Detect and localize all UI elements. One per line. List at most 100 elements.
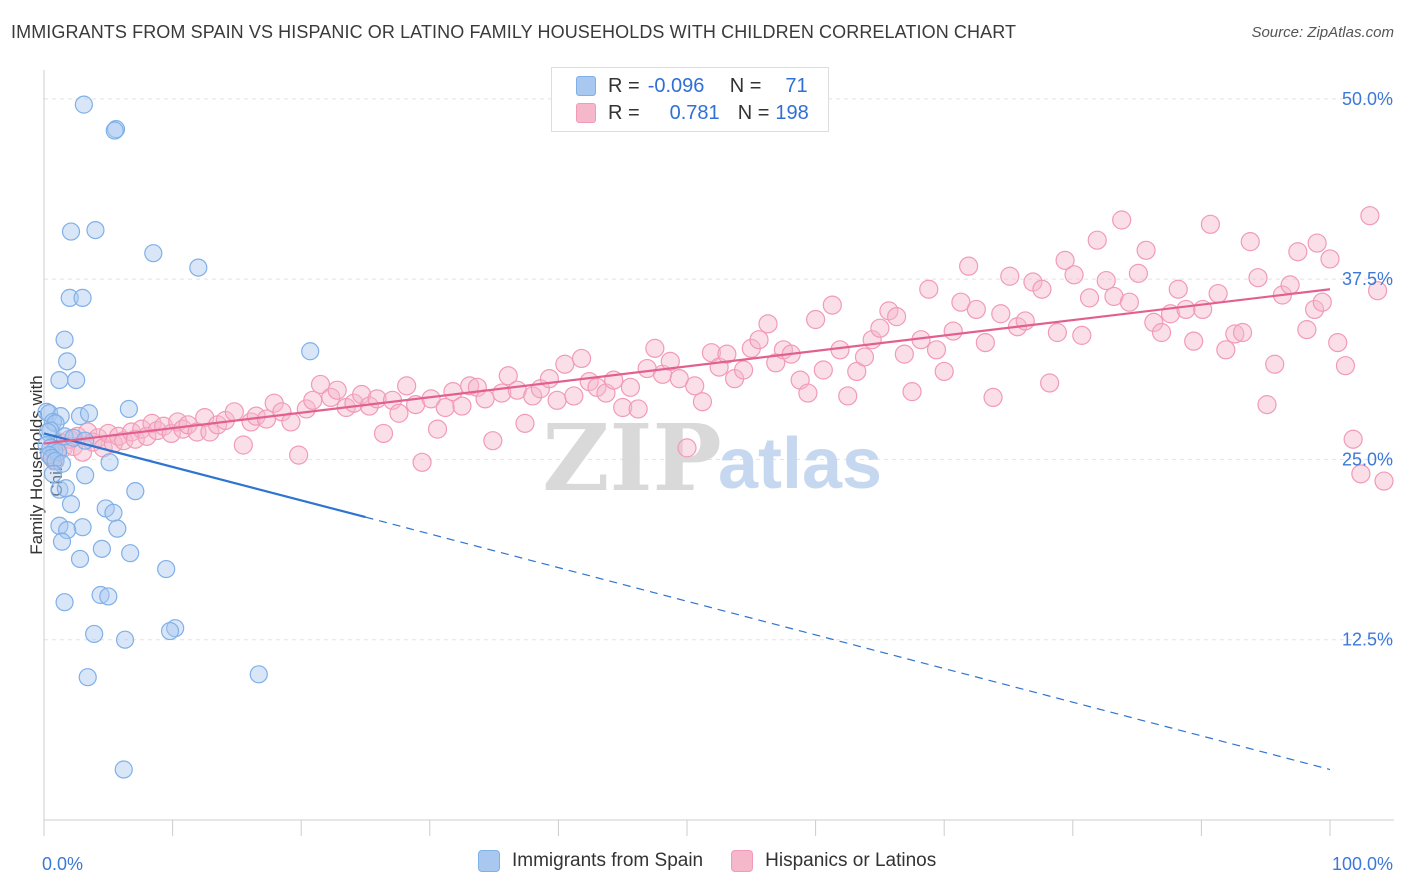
data-point-spain (52, 454, 72, 473)
data-point-hispanics (412, 452, 432, 472)
x-tick-label: 0.0% (42, 854, 83, 874)
data-point-hispanics (498, 366, 518, 386)
data-point-hispanics (1360, 206, 1380, 226)
data-point-spain (91, 585, 110, 605)
axes (43, 70, 1394, 836)
data-point-spain (115, 630, 135, 649)
correlation-legend: R = -0.096 N = 71 R = 0.781 N = 198 (551, 67, 829, 132)
legend-row-spain: R = -0.096 N = 71 (576, 73, 808, 99)
legend-row-hispanics: R = 0.781 N = 198 (576, 100, 809, 126)
data-point-spain (50, 370, 69, 390)
data-point-hispanics (373, 423, 394, 444)
data-point-hispanics (717, 344, 737, 364)
data-point-spain (189, 258, 208, 277)
data-point-spain (70, 549, 90, 569)
series-legend: Immigrants from Spain Hispanics or Latin… (478, 850, 964, 872)
data-point-hispanics (1312, 292, 1332, 312)
legend-swatch-hispanics (731, 850, 754, 872)
data-point-hispanics (1047, 322, 1067, 343)
data-point-spain (121, 544, 140, 563)
legend-n-label: N = (737, 101, 770, 124)
data-point-spain (74, 95, 93, 114)
y-tick-label: 12.5% (1342, 630, 1393, 650)
data-point-spain (105, 121, 124, 140)
data-point-hispanics (1232, 322, 1253, 343)
data-point-hispanics (1374, 471, 1394, 491)
data-point-hispanics (1351, 464, 1371, 484)
data-point-hispanics (1240, 232, 1260, 252)
data-point-hispanics (1079, 288, 1100, 308)
data-point-hispanics (975, 332, 995, 353)
data-point-hispanics (1119, 292, 1139, 312)
data-point-spain (55, 330, 74, 349)
trend-line-spain (43, 432, 366, 519)
data-point-spain (67, 370, 86, 390)
data-point-hispanics (564, 386, 584, 406)
data-point-hispanics (1064, 265, 1084, 285)
data-point-spain (73, 518, 92, 537)
legend-label-spain: Immigrants from Spain (512, 850, 704, 871)
data-point-hispanics (352, 384, 372, 405)
data-point-hispanics (1136, 240, 1156, 260)
data-point-spain (60, 288, 79, 307)
data-point-hispanics (660, 351, 680, 371)
data-point-hispanics (483, 431, 503, 451)
data-point-spain (104, 503, 123, 522)
data-point-spain (61, 495, 81, 514)
data-point-hispanics (805, 309, 826, 330)
watermark-atlas: atlas (718, 424, 882, 504)
data-point-hispanics (1335, 356, 1356, 376)
data-point-hispanics (1304, 299, 1325, 320)
data-point-hispanics (397, 376, 417, 396)
watermark: ZIP atlas (542, 404, 882, 512)
data-point-hispanics (1176, 299, 1196, 320)
trend-line-spain-projection (365, 516, 1331, 771)
y-tick-label: 25.0% (1342, 449, 1393, 469)
data-point-hispanics (1200, 214, 1221, 234)
legend-r-label: R = (608, 101, 640, 124)
data-point-spain (114, 760, 133, 779)
legend-swatch-spain (576, 76, 596, 96)
data-point-hispanics (1168, 279, 1188, 299)
data-point-hispanics (1151, 322, 1172, 343)
data-point-hispanics (1225, 324, 1245, 344)
data-point-hispanics (289, 445, 309, 465)
data-point-hispanics (902, 382, 922, 402)
data-point-hispanics (943, 321, 963, 341)
legend-r-value: 0.781 (669, 101, 720, 124)
data-point-hispanics (233, 435, 253, 455)
data-point-hispanics (452, 396, 472, 416)
data-point-spain (99, 587, 118, 606)
data-point-spain (144, 244, 163, 263)
data-point-hispanics (677, 438, 697, 458)
data-point-hispanics (443, 382, 463, 402)
data-point-hispanics (894, 344, 914, 364)
data-point-hispanics (1096, 270, 1116, 291)
data-point-hispanics (959, 256, 979, 276)
data-point-hispanics (983, 387, 1003, 408)
data-point-hispanics (613, 397, 633, 418)
legend-n-value: 198 (775, 101, 809, 124)
legend-swatch-spain (478, 850, 500, 872)
data-point-spain (119, 399, 138, 419)
data-point-hispanics (460, 376, 480, 396)
data-point-spain (78, 668, 97, 687)
data-point-hispanics (1216, 340, 1236, 360)
data-point-spain (126, 482, 145, 501)
data-point-spain (249, 665, 268, 684)
data-point-hispanics (1000, 266, 1020, 286)
data-point-hispanics (934, 361, 954, 382)
legend-n-label: N = (729, 74, 762, 97)
data-point-hispanics (733, 360, 754, 380)
legend-r-label: R = (608, 74, 640, 97)
data-point-hispanics (1184, 331, 1204, 351)
data-point-hispanics (887, 307, 907, 327)
chart-title: IMMIGRANTS FROM SPAIN VS HISPANIC OR LAT… (11, 22, 1017, 42)
data-point-hispanics (327, 380, 347, 400)
data-point-spain (56, 479, 75, 498)
data-point-spain (108, 519, 127, 538)
data-point-hispanics (1320, 249, 1340, 269)
watermark-zip: ZIP (542, 404, 721, 512)
data-point-hispanics (571, 348, 592, 369)
